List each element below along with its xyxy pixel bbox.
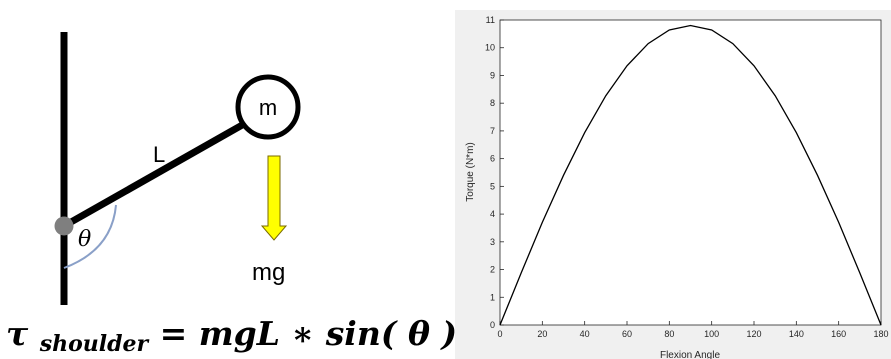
y-axis-ticks: 0 1 2 3 4 5 6 7 8 9 10 11 <box>485 15 504 330</box>
x-tick-label: 140 <box>789 329 804 339</box>
mass-label: m <box>259 95 277 120</box>
y-tick-label: 5 <box>490 181 495 191</box>
x-tick-label: 20 <box>537 329 547 339</box>
torque-equation: τ shoulder = mgL ∗ sin( θ ) <box>6 314 457 359</box>
x-tick-label: 0 <box>497 329 502 339</box>
equation-rhs-suffix: ) <box>439 314 457 353</box>
torque-chart: 0 20 40 60 80 100 120 140 160 180 01234567891011 … <box>455 10 891 359</box>
x-tick-label: 180 <box>873 329 888 339</box>
equation-rhs-prefix: = mgL ∗ sin( <box>160 314 398 353</box>
y-tick-label: 8 <box>490 98 495 108</box>
y-tick-label: 4 <box>490 209 495 219</box>
arm-rod <box>62 120 246 230</box>
y-tick-label: 3 <box>490 237 495 247</box>
length-label: L <box>153 142 165 167</box>
x-tick-label: 160 <box>831 329 846 339</box>
x-tick-label: 60 <box>622 329 632 339</box>
force-label: mg <box>252 259 285 286</box>
gravity-arrow <box>260 155 288 241</box>
mass-circle <box>235 74 301 140</box>
y-tick-label: 11 <box>486 15 495 25</box>
equation-theta: θ <box>408 314 430 353</box>
x-axis-ticks: 0 20 40 60 80 100 120 140 160 180 <box>497 321 889 339</box>
x-axis-label: Flexion Angle <box>660 350 720 359</box>
y-tick-label: 10 <box>485 43 495 53</box>
pivot-joint <box>54 216 74 236</box>
y-tick-label: 7 <box>490 126 495 136</box>
y-tick-label: 6 <box>490 154 495 164</box>
chart-plot-area <box>499 19 882 326</box>
equation-tau: τ <box>6 314 29 353</box>
angle-arc <box>63 204 117 269</box>
y-tick-label: 9 <box>490 70 495 80</box>
x-tick-label: 100 <box>704 329 719 339</box>
pendulum-diagram: m L θ mg τ shoulder = mgL ∗ sin( θ ) <box>6 32 457 359</box>
angle-label: θ <box>78 227 91 252</box>
x-tick-label: 120 <box>746 329 761 339</box>
y-tick-label: 0 <box>490 320 495 330</box>
y-tick-label: 1 <box>490 292 495 302</box>
y-tick-label: 2 <box>490 265 495 275</box>
x-tick-label: 80 <box>664 329 674 339</box>
x-tick-label: 40 <box>580 329 590 339</box>
torque-series-line <box>499 24 882 326</box>
y-axis-label: Torque (N*m) <box>465 142 476 201</box>
equation-subscript: shoulder <box>39 331 150 357</box>
